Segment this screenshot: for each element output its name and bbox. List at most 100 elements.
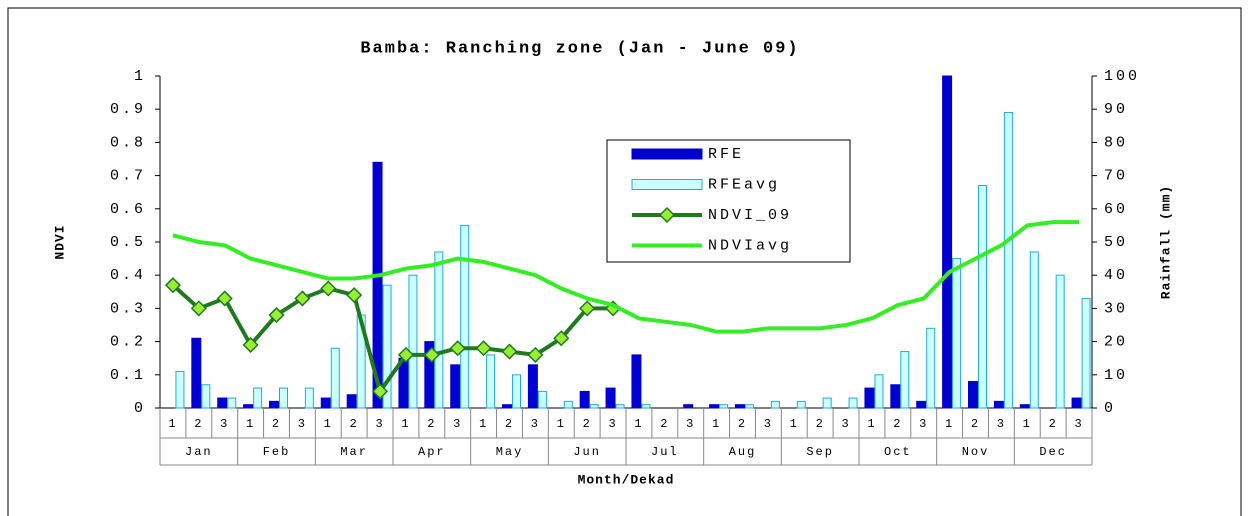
y2-tick-label: 30 — [1104, 300, 1128, 317]
x-tick-label: 3 — [997, 417, 1006, 431]
bar — [424, 341, 435, 409]
chart-title: Bamba: Ranching zone (Jan - June 09) — [360, 39, 799, 58]
x-tick-label: 3 — [220, 417, 229, 431]
bar — [279, 387, 288, 409]
y-axis-label: NDVI — [52, 224, 67, 259]
bar — [641, 404, 651, 409]
bar — [1071, 397, 1082, 409]
x-tick-label: 3 — [453, 417, 462, 431]
x-group-label: May — [496, 445, 524, 459]
y2-tick-label: 50 — [1104, 234, 1128, 251]
marker — [216, 290, 233, 307]
bar — [434, 251, 444, 409]
marker — [242, 336, 259, 353]
x-tick-label: 3 — [375, 417, 384, 431]
x-tick-label: 3 — [841, 417, 850, 431]
y-tick-label: 0.7 — [110, 168, 146, 185]
bar — [191, 337, 202, 409]
bar — [942, 75, 953, 409]
bar — [527, 364, 538, 409]
marker — [501, 343, 518, 360]
bar — [1055, 274, 1065, 409]
marker — [371, 383, 389, 400]
bar — [502, 404, 512, 409]
bar — [719, 404, 729, 409]
bar — [217, 397, 228, 409]
x-group-label: Aug — [729, 445, 757, 459]
bar — [372, 161, 383, 409]
x-tick-label: 3 — [686, 417, 695, 431]
y-tick-label: 0 — [134, 400, 146, 417]
y-tick-label: 0.4 — [110, 267, 146, 284]
bar — [770, 400, 780, 409]
y2-axis-label: Rainfall (mm) — [1158, 185, 1173, 299]
x-tick-label: 1 — [557, 417, 566, 431]
bar — [175, 370, 185, 409]
marker — [527, 346, 544, 363]
x-tick-label: 2 — [505, 417, 514, 431]
bar — [512, 374, 521, 409]
legend-label: RFEavg — [708, 176, 780, 193]
x-tick-label: 1 — [945, 417, 954, 431]
x-tick-label: 2 — [971, 417, 980, 431]
y-tick-label: 0.9 — [110, 101, 146, 118]
bar — [900, 351, 910, 409]
bar — [1003, 112, 1013, 409]
x-group-label: Apr — [418, 445, 446, 459]
bar — [537, 390, 547, 409]
bar — [243, 404, 254, 409]
x-tick-label: 1 — [634, 417, 643, 431]
x-tick-label: 1 — [1023, 417, 1032, 431]
legend-label: NDVIavg — [708, 237, 792, 254]
bar — [926, 327, 936, 409]
bar — [745, 404, 754, 409]
bar — [848, 397, 858, 409]
y2-tick-label: 90 — [1104, 101, 1128, 118]
x-tick-label: 3 — [919, 417, 928, 431]
y-tick-label: 0.1 — [110, 367, 146, 384]
marker — [268, 306, 285, 324]
y-tick-label: 0.8 — [110, 134, 146, 151]
bar — [579, 390, 590, 409]
bar — [631, 354, 642, 409]
x-tick-label: 3 — [1074, 417, 1083, 431]
bar — [1019, 404, 1030, 409]
marker — [190, 300, 207, 317]
bar — [269, 400, 279, 409]
bar — [227, 397, 237, 409]
bar — [978, 185, 987, 409]
bar — [993, 400, 1004, 409]
marker — [423, 346, 440, 363]
x-tick-label: 1 — [401, 417, 410, 431]
bar — [330, 347, 340, 409]
marker — [475, 340, 492, 357]
bar — [796, 400, 806, 409]
bar — [320, 397, 331, 409]
y-tick-label: 0.5 — [110, 234, 146, 251]
bar — [605, 387, 616, 409]
marker — [164, 277, 182, 294]
x-group-label: Feb — [263, 445, 291, 459]
x-group-label: Mar — [340, 445, 368, 459]
x-group-label: Sep — [806, 445, 834, 459]
x-tick-label: 1 — [479, 417, 488, 431]
x-tick-label: 2 — [816, 417, 825, 431]
bar — [589, 404, 599, 409]
x-tick-label: 2 — [893, 417, 902, 431]
x-tick-label: 1 — [246, 417, 255, 431]
bar — [408, 274, 418, 409]
y2-tick-label: 70 — [1104, 168, 1128, 185]
y-tick-label: 0.6 — [110, 201, 146, 218]
x-group-label: Jun — [573, 445, 601, 459]
x-tick-label: 1 — [168, 417, 177, 431]
bar — [253, 387, 263, 409]
bar — [874, 374, 884, 409]
marker — [449, 340, 466, 357]
bar — [201, 384, 211, 409]
x-tick-label: 3 — [531, 417, 540, 431]
bar — [1081, 297, 1091, 409]
x-tick-label: 3 — [608, 417, 617, 431]
y2-tick-label: 60 — [1104, 201, 1128, 218]
bar — [304, 387, 314, 409]
